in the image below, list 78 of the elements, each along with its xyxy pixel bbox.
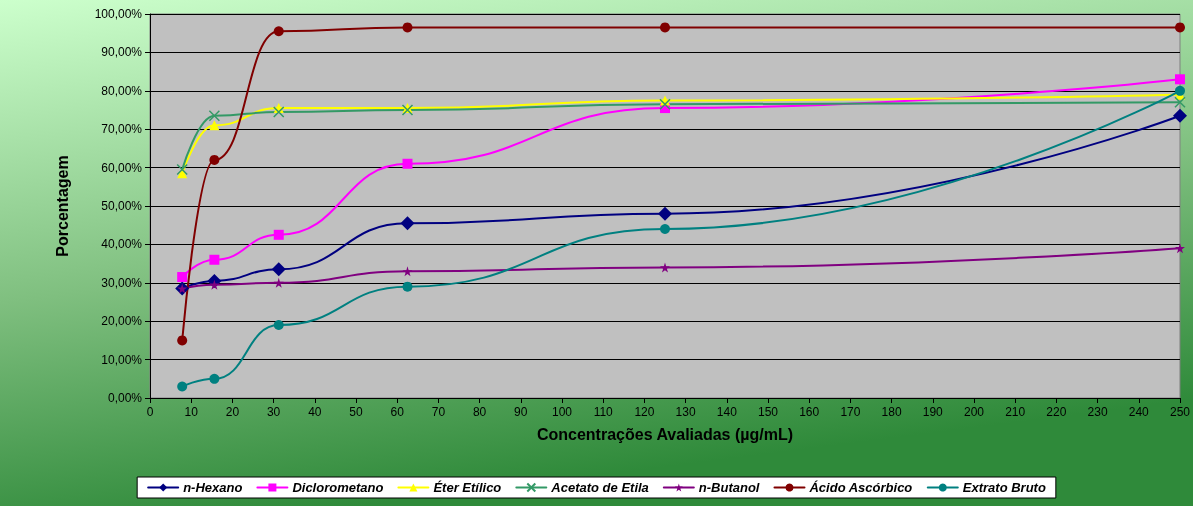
point	[1174, 243, 1185, 254]
point	[402, 281, 413, 292]
x-tick-label: 190	[922, 405, 944, 419]
legend-label: n-Hexano	[183, 480, 243, 495]
x-tick-label: 20	[225, 405, 240, 419]
point	[659, 98, 671, 110]
x-tick-label: 250	[1169, 405, 1191, 419]
point	[1174, 96, 1186, 109]
x-tick-label: 40	[308, 405, 322, 419]
legend-label: Acetato de Etila	[550, 480, 649, 495]
y-tick-label: 70,00%	[101, 122, 143, 137]
point	[402, 22, 413, 33]
x-tick-label: 100	[551, 405, 573, 419]
x-tick-label: 220	[1046, 405, 1067, 419]
point	[209, 120, 220, 131]
point	[273, 277, 284, 288]
x-tick-label: 210	[1005, 405, 1026, 419]
x-tick-label: 110	[593, 405, 614, 419]
point	[177, 381, 188, 392]
x-tick-label: 30	[266, 405, 281, 419]
x-tick-label: 180	[881, 405, 902, 419]
point	[1174, 74, 1185, 85]
y-tick-label: 60,00%	[101, 160, 143, 175]
y-tick-label: 20,00%	[101, 314, 143, 329]
x-tick-label: 200	[963, 405, 985, 419]
point	[402, 266, 413, 277]
y-tick-label: 90,00%	[101, 45, 143, 60]
y-axis-title: Porcentagem	[53, 155, 71, 257]
x-tick-label: 0	[146, 405, 154, 419]
x-tick-label: 230	[1087, 405, 1108, 419]
x-tick-label: 160	[799, 405, 820, 419]
x-tick-label: 90	[514, 405, 528, 419]
legend-label: n-Butanol	[698, 480, 760, 495]
point	[177, 272, 188, 283]
y-tick-label: 80,00%	[101, 83, 143, 98]
y-tick-label: 30,00%	[101, 275, 143, 290]
point	[1175, 22, 1185, 33]
point	[271, 262, 286, 277]
legend-label: Éter Etílico	[433, 480, 502, 495]
point	[209, 254, 220, 265]
point	[273, 106, 285, 118]
x-tick-label: 50	[349, 405, 363, 419]
point	[660, 22, 670, 33]
point	[209, 373, 220, 384]
point	[209, 279, 220, 290]
point	[657, 206, 672, 221]
point	[400, 216, 415, 231]
point	[209, 154, 220, 165]
x-tick-label: 120	[634, 405, 655, 419]
x-tick-label: 80	[472, 405, 487, 419]
x-tick-label: 150	[757, 405, 779, 419]
legend-label: Extrato Bruto	[962, 480, 1046, 495]
y-tick-label: 50,00%	[101, 199, 143, 213]
point	[659, 262, 670, 273]
point	[273, 229, 284, 240]
point	[1175, 85, 1185, 96]
y-tick-label: 100,00%	[94, 7, 143, 21]
legend-label: Ácido Ascórbico	[808, 480, 913, 495]
x-axis-title: Concentrações Avaliadas (µg/mL)	[536, 425, 794, 443]
point	[208, 110, 221, 122]
x-tick-label: 240	[1128, 405, 1150, 419]
y-tick-label: 10,00%	[101, 352, 143, 367]
y-tick-label: 0,00%	[107, 391, 143, 405]
point	[176, 163, 188, 176]
x-tick-label: 130	[675, 405, 696, 419]
point	[660, 224, 670, 235]
y-tick-label: 40,00%	[101, 237, 143, 252]
point	[402, 158, 413, 169]
point	[1172, 108, 1187, 123]
point	[273, 26, 284, 37]
x-tick-label: 60	[390, 405, 405, 419]
x-tick-label: 140	[716, 405, 738, 419]
point	[273, 320, 284, 331]
x-tick-label: 10	[184, 405, 199, 419]
x-tick-label: 170	[840, 405, 861, 419]
point	[177, 335, 188, 346]
x-tick-label: 70	[431, 405, 446, 419]
legend-label: Diclorometano	[292, 480, 384, 495]
